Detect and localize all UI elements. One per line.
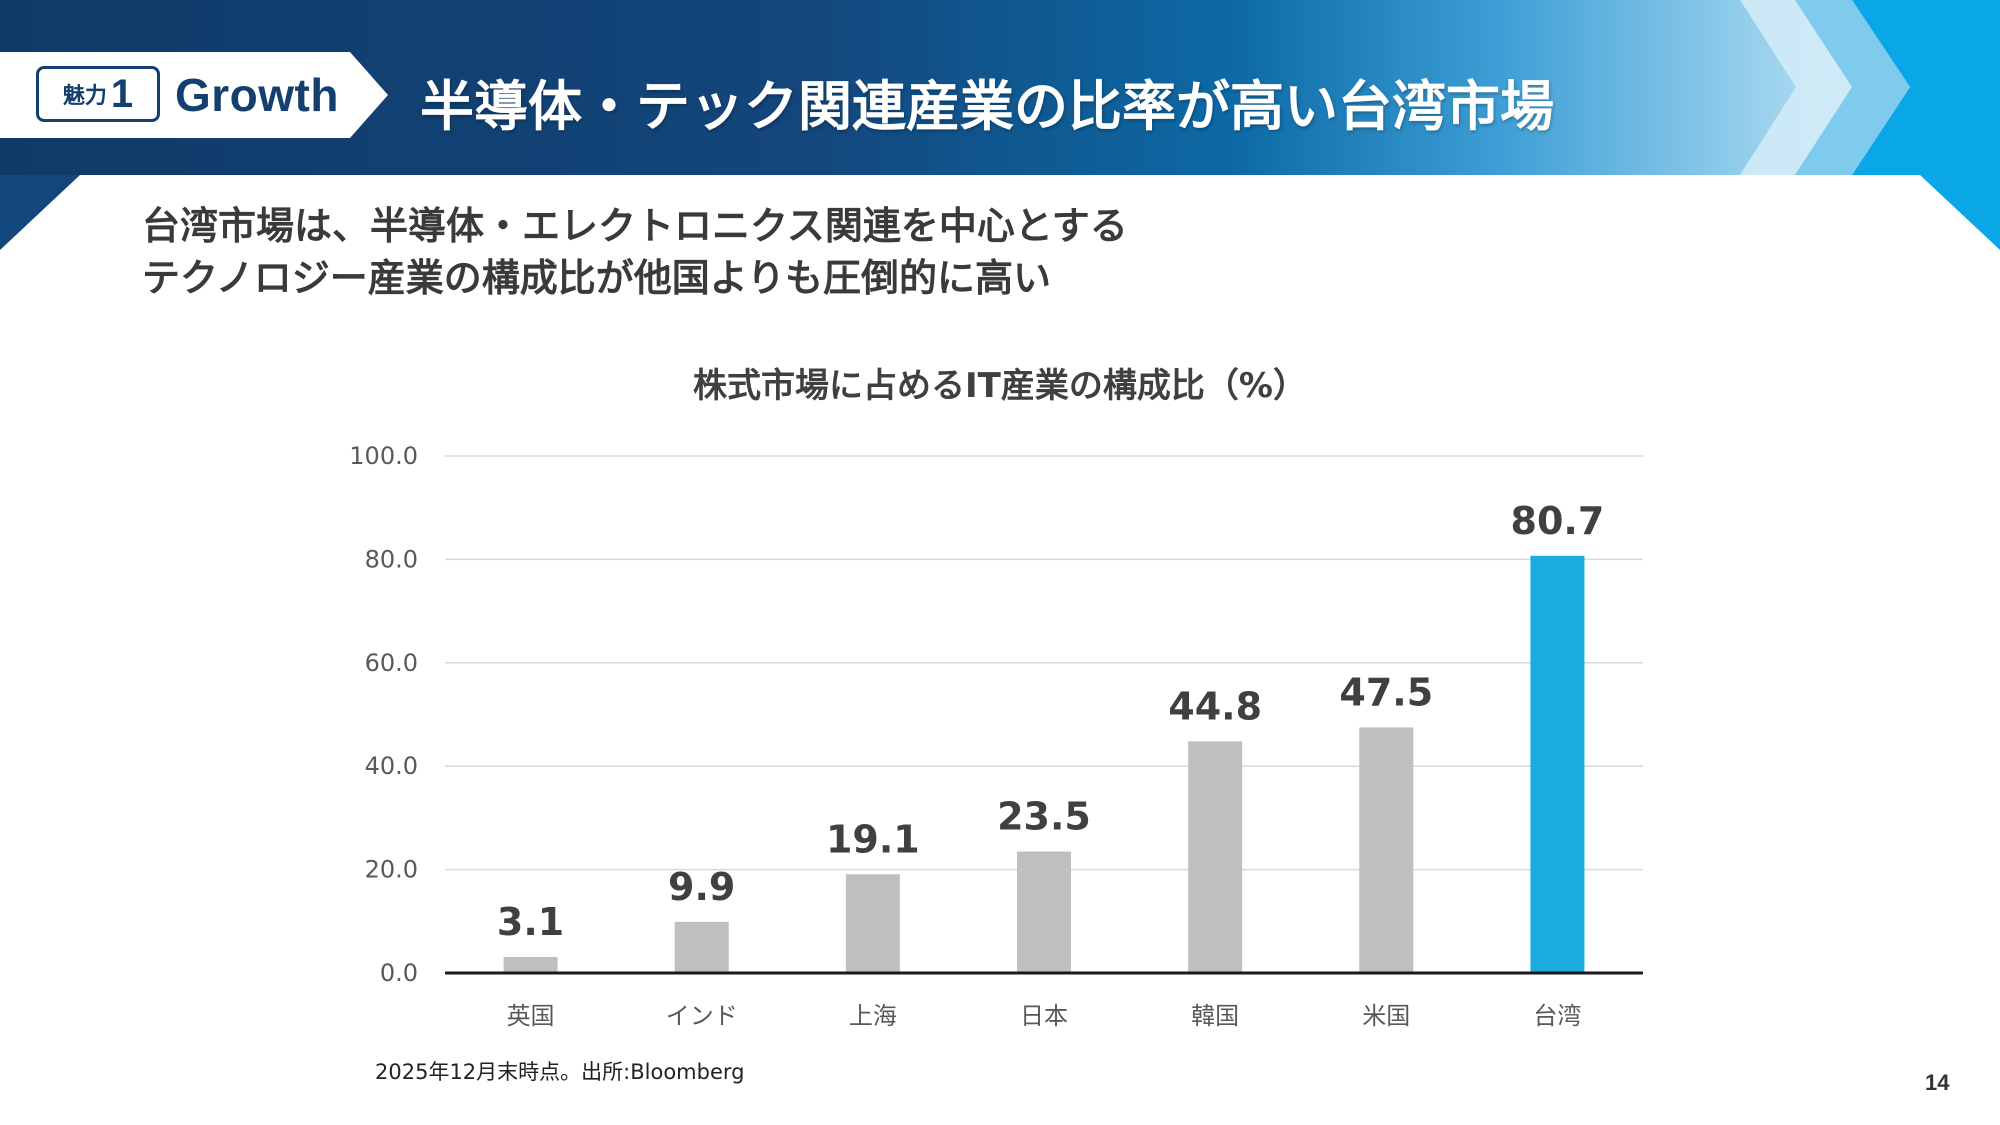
bar-value-label: 3.1 [497,900,564,944]
bar [845,874,900,973]
bar [1188,741,1243,973]
y-tick-label: 100.0 [349,442,418,470]
bar-value-label: 23.5 [997,795,1091,839]
bar [1530,555,1585,973]
bar [1017,851,1071,973]
page-title: 半導体・テック関連産業の比率が高い台湾市場 [420,75,1554,138]
growth-label: Growth [175,69,339,121]
source-footnote: 2025年12月末時点。出所:Bloomberg [375,1060,745,1084]
corner-decoration-left [0,175,80,250]
bar-value-label: 80.7 [1511,499,1605,543]
lead-text: 台湾市場は、半導体・エレクトロニクス関連を中心とする テクノロジー産業の構成比が… [142,200,1128,304]
header-chevron-decoration [1740,0,2000,175]
x-category-label: 韓国 [1191,1002,1239,1030]
bar-value-label: 44.8 [1168,684,1262,728]
charm-badge-label: 魅力 [62,84,107,109]
charm-badge: 魅力 1 [36,66,160,122]
x-category-label: 台湾 [1533,1002,1581,1030]
x-category-label: 日本 [1020,1002,1068,1030]
charm-badge-number: 1 [110,71,134,116]
x-category-label: 上海 [849,1002,897,1030]
bar [674,921,729,973]
page-number: 14 [1925,1070,1950,1095]
y-tick-label: 40.0 [365,752,418,780]
bar [1359,727,1414,973]
x-category-label: インド [666,1002,738,1030]
y-tick-label: 20.0 [365,856,418,884]
lead-line-1: 台湾市場は、半導体・エレクトロニクス関連を中心とする [142,204,1128,248]
y-tick-label: 80.0 [365,545,418,573]
x-category-label: 米国 [1362,1002,1410,1030]
bar-value-label: 9.9 [668,865,735,909]
bar-value-label: 47.5 [1339,670,1433,714]
corner-decoration-right [1920,175,2000,250]
lead-line-2: テクノロジー産業の構成比が他国よりも圧倒的に高い [142,256,1051,300]
y-tick-label: 60.0 [365,649,418,677]
bar-value-label: 19.1 [826,817,920,861]
chart-title: 株式市場に占めるIT産業の構成比（%） [693,366,1307,406]
x-category-label: 英国 [507,1002,555,1030]
y-tick-label: 0.0 [380,959,418,987]
content-area [0,175,2000,1125]
bar [503,956,558,973]
